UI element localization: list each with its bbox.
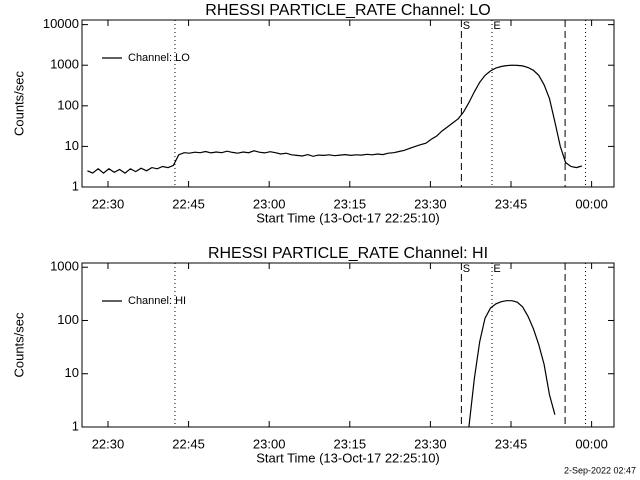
legend-label: Channel: LO <box>128 52 190 64</box>
y-tick-label: 1 <box>72 178 79 193</box>
y-tick-label: 10000 <box>43 16 79 31</box>
x-tick-label: 23:00 <box>253 436 286 451</box>
x-tick-label: 22:30 <box>92 196 125 211</box>
x-tick-label: 23:00 <box>253 196 286 211</box>
marker-label: S <box>463 20 470 32</box>
x-tick-label: 23:45 <box>495 436 528 451</box>
chart-title: RHESSI PARTICLE_RATE Channel: LO <box>205 2 490 19</box>
x-tick-label: 22:30 <box>92 436 125 451</box>
y-tick-label: 100 <box>57 97 79 112</box>
plot-frame <box>81 262 615 428</box>
x-tick-label: 22:45 <box>172 196 205 211</box>
y-tick-label: 1000 <box>50 259 79 274</box>
footer-date: 2-Sep-2022 02:47 <box>564 465 636 475</box>
x-tick-label: 22:45 <box>172 436 205 451</box>
marker-label: S <box>463 263 470 275</box>
y-tick-label: 10 <box>65 138 79 153</box>
plot-frame <box>81 19 615 188</box>
x-tick-label: 23:15 <box>334 196 367 211</box>
x-axis-label: Start Time (13-Oct-17 22:25:10) <box>256 450 440 465</box>
x-tick-label: 23:45 <box>495 196 528 211</box>
y-tick-label: 10 <box>65 365 79 380</box>
data-line <box>87 64 582 174</box>
marker-label: E <box>493 263 500 275</box>
y-axis-label: Counts/sec <box>11 70 26 136</box>
chart-title: RHESSI PARTICLE_RATE Channel: HI <box>208 245 488 262</box>
x-tick-label: 23:30 <box>414 196 447 211</box>
marker-label: E <box>493 20 500 32</box>
y-tick-label: 100 <box>57 312 79 327</box>
x-tick-label: 23:15 <box>334 436 367 451</box>
y-tick-label: 1000 <box>50 57 79 72</box>
y-tick-label: 1 <box>72 418 79 433</box>
x-axis-label: Start Time (13-Oct-17 22:25:10) <box>256 210 440 225</box>
x-tick-label: 00:00 <box>575 436 608 451</box>
legend-label: Channel: HI <box>128 295 186 307</box>
y-axis-label: Counts/sec <box>11 312 26 378</box>
x-tick-label: 00:00 <box>575 196 608 211</box>
data-line <box>468 300 556 427</box>
x-tick-label: 23:30 <box>414 436 447 451</box>
